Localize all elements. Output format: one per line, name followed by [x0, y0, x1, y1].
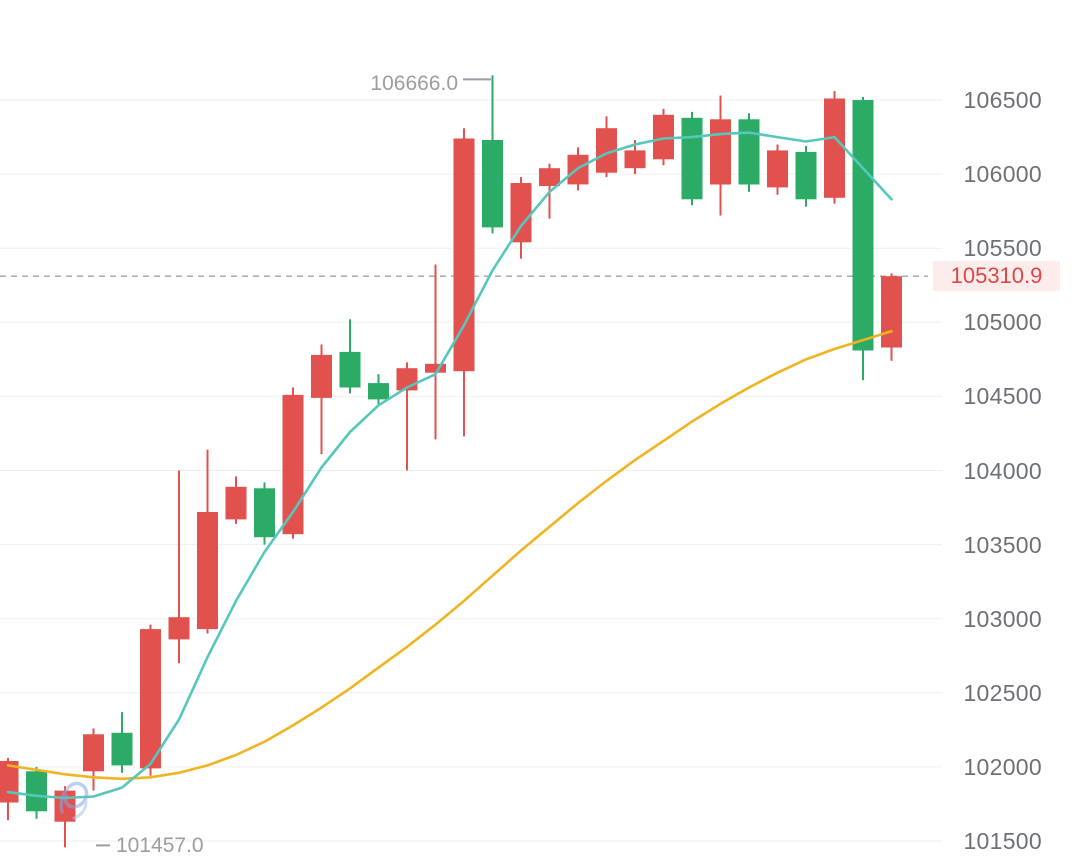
high-price-annotation: 106666.0: [340, 72, 458, 96]
current-price-badge: 105310.9: [933, 261, 1060, 292]
y-axis-tick-label: 105500: [963, 235, 1042, 262]
y-axis-tick-label: 103000: [963, 605, 1042, 632]
y-axis-tick-label: 102000: [963, 753, 1042, 780]
y-axis-tick-label: 102500: [963, 679, 1042, 706]
watermark-logo: [59, 781, 89, 820]
low-price-annotation: 101457.0: [116, 834, 204, 858]
y-axis-tick-label: 105000: [963, 309, 1042, 336]
y-axis-tick-label: 104500: [963, 383, 1042, 410]
y-axis-tick-label: 106000: [963, 161, 1042, 188]
current-price-label: 105310.9: [950, 263, 1043, 289]
high-price-label: 106666.0: [370, 72, 458, 96]
y-axis-tick-label: 103500: [963, 531, 1042, 558]
y-axis-tick-label: 101500: [963, 828, 1042, 854]
y-axis-tick-label: 106500: [963, 87, 1042, 113]
low-price-label: 101457.0: [116, 834, 204, 858]
y-axis-tick-label: 104000: [963, 457, 1042, 484]
